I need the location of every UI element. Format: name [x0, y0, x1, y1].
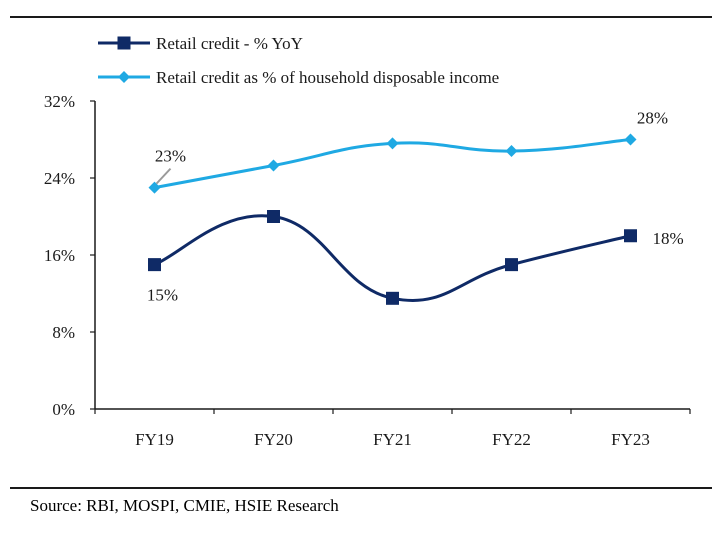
x-tick-label: FY22 [492, 430, 531, 449]
legend-label: Retail credit as % of household disposab… [156, 68, 499, 87]
x-tick-label: FY23 [611, 430, 650, 449]
data-label-income-fy23: 28% [637, 109, 668, 128]
legend-item-retail-credit-income: Retail credit as % of household disposab… [98, 68, 499, 87]
data-point-diamond [624, 133, 637, 146]
series-line-retail-credit-yoy [153, 214, 631, 302]
y-tick-label: 0% [52, 400, 75, 419]
y-tick-label: 24% [44, 169, 75, 188]
y-tick-label: 8% [52, 323, 75, 342]
data-label-retail-fy23: 18% [653, 229, 684, 248]
legend-marker-square [117, 36, 131, 50]
legend: Retail credit - % YoY Retail credit as % … [98, 34, 499, 87]
label-leader-line [155, 167, 172, 185]
data-point-square [386, 291, 399, 305]
data-point-diamond [267, 159, 280, 172]
top-rule [10, 16, 712, 18]
data-point-diamond [148, 181, 161, 194]
chart-canvas: Retail credit - % YoY Retail credit as % … [44, 34, 691, 449]
data-point-square [148, 258, 161, 272]
y-tick-label: 16% [44, 246, 75, 265]
data-point-diamond [505, 145, 518, 158]
legend-marker-diamond [118, 71, 130, 83]
bottom-rule [10, 487, 712, 489]
data-point-square [505, 258, 518, 272]
axes: 0% 8% 16% 24% 32% FY19 FY20 FY21 FY22 FY23 [44, 92, 691, 449]
y-tick-label: 32% [44, 92, 75, 111]
data-point-square [624, 229, 637, 243]
source-note: Source: RBI, MOSPI, CMIE, HSIE Research [30, 496, 339, 515]
legend-label: Retail credit - % YoY [156, 34, 303, 53]
data-label-income-fy19: 23% [155, 147, 186, 166]
legend-item-retail-credit-yoy: Retail credit - % YoY [98, 34, 303, 53]
x-tick-label: FY19 [135, 430, 174, 449]
series-layer [148, 133, 637, 305]
x-tick-label: FY21 [373, 430, 412, 449]
data-label-retail-fy19: 15% [147, 286, 178, 305]
data-point-square [267, 210, 280, 223]
data-labels: 15% 18% 23% 28% [147, 109, 684, 305]
x-tick-label: FY20 [254, 430, 293, 449]
data-point-diamond [386, 137, 399, 150]
